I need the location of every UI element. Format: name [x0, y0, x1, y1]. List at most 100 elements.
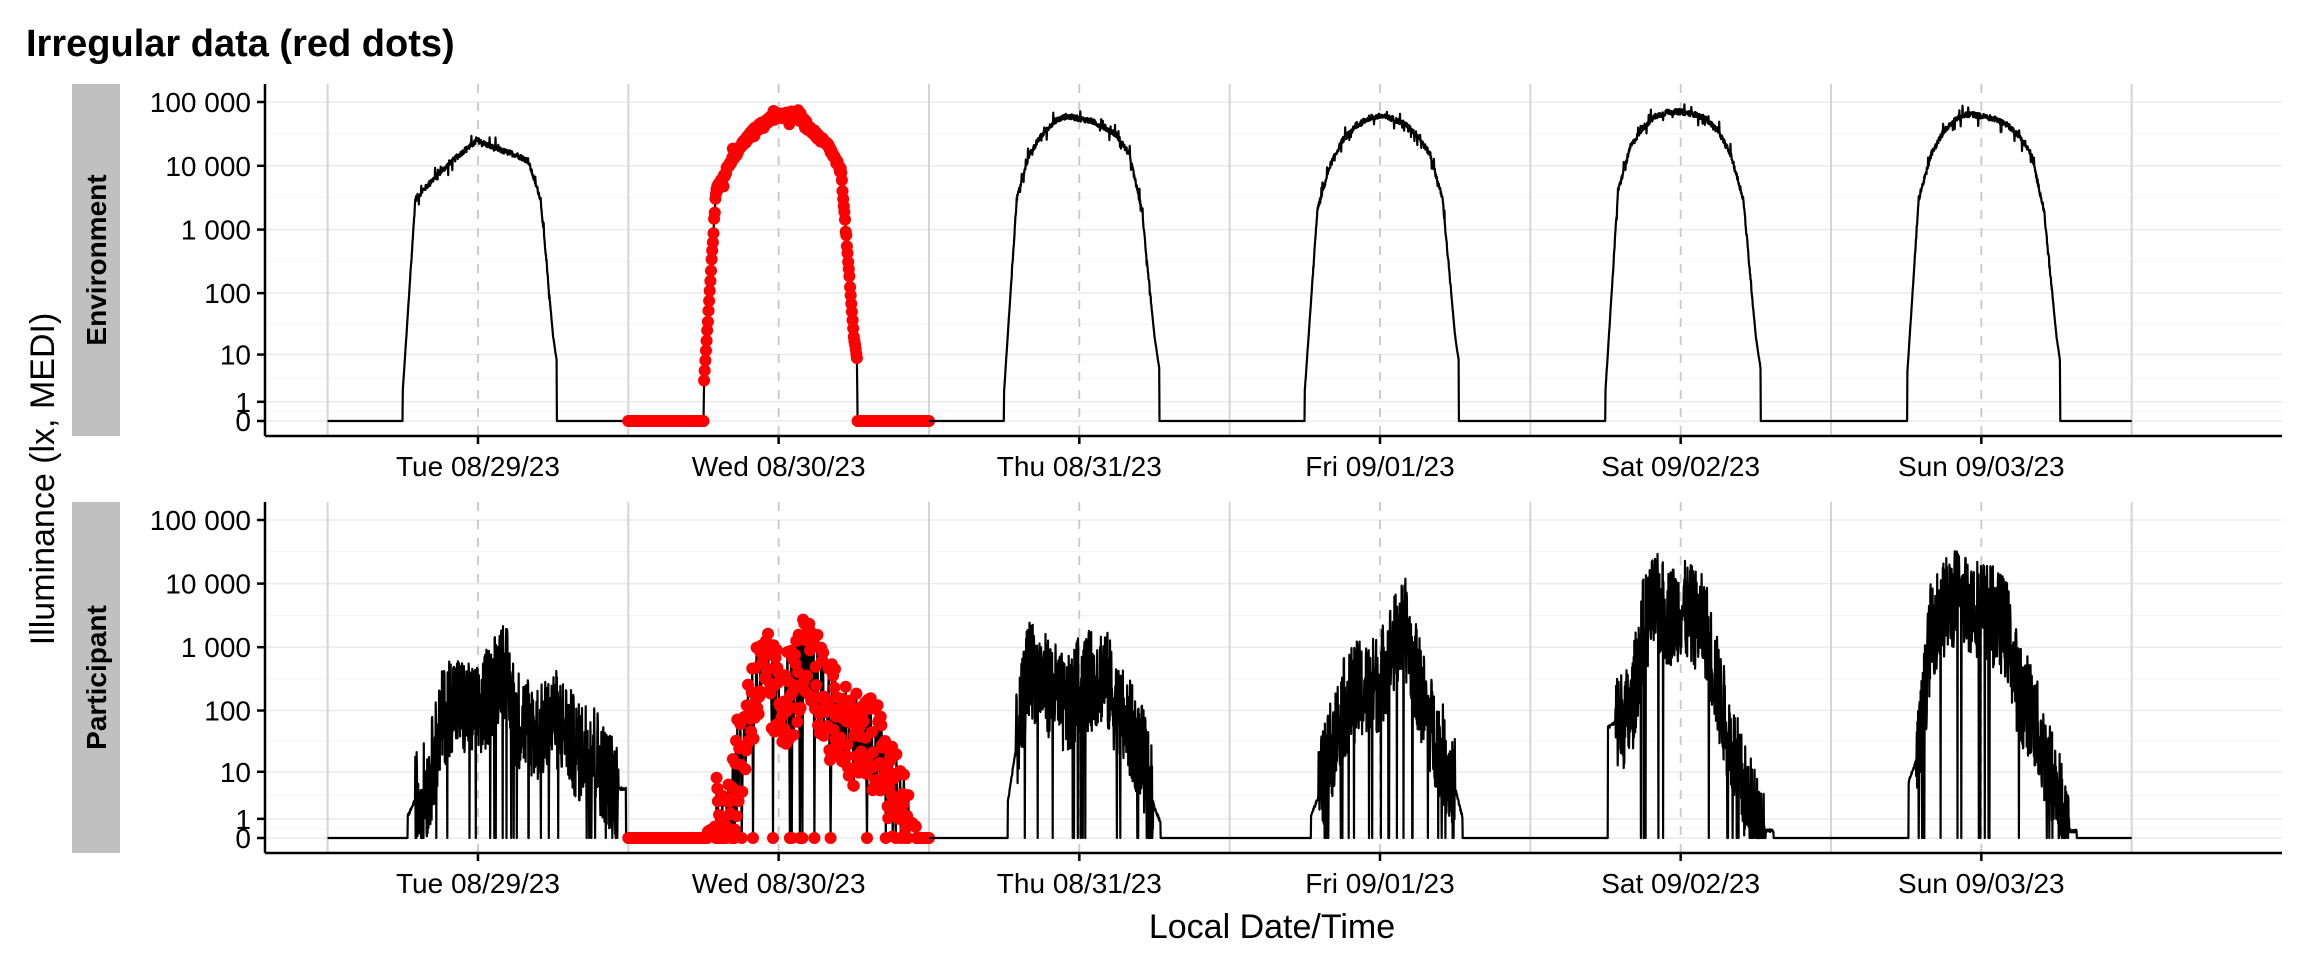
series-line-09-01-23	[1228, 110, 1532, 423]
y-tick-label: 100 000	[150, 505, 251, 536]
irregular-data-point	[817, 729, 830, 742]
irregular-data-point	[796, 832, 809, 844]
irregular-data-point	[703, 294, 716, 307]
irregular-data-point	[828, 681, 841, 694]
series-line-09-03-23	[1830, 550, 2133, 840]
irregular-data-point	[739, 763, 752, 776]
irregular-data-point	[897, 768, 910, 781]
y-tick-label: 0	[235, 823, 251, 854]
irregular-data-point	[787, 728, 800, 741]
y-tick-label: 10	[220, 340, 251, 371]
irregular-data-point	[824, 832, 837, 844]
irregular-data-point	[867, 746, 880, 759]
series-line-08-29-23	[326, 134, 630, 423]
irregular-data-point	[843, 270, 856, 283]
irregular-data-point	[897, 798, 910, 811]
y-tick-label: 10 000	[165, 569, 251, 600]
irregular-data-point	[800, 669, 813, 682]
irregular-data-point	[717, 180, 730, 193]
irregular-data-point	[875, 719, 888, 732]
irregular-data-point	[704, 275, 717, 287]
irregular-data-point	[747, 732, 760, 745]
irregular-data-point	[810, 679, 823, 692]
irregular-data-point	[710, 771, 723, 784]
irregular-data-point	[698, 374, 711, 387]
irregular-data-point	[730, 810, 743, 823]
irregular-data-point	[700, 334, 713, 347]
irregular-data-point	[703, 284, 716, 297]
irregular-data-point	[728, 823, 741, 836]
irregular-data-point	[842, 769, 855, 782]
irregular-data-point	[902, 789, 915, 802]
irregular-data-point	[808, 832, 821, 844]
x-tick-label: Tue 08/29/23	[396, 451, 560, 482]
irregular-data-point	[707, 227, 720, 240]
irregular-data-point	[732, 795, 745, 808]
x-tick-label: Fri 09/01/23	[1305, 451, 1454, 482]
irregular-data-point	[697, 415, 710, 427]
facets-layer: 0 1 10 100 1 000 10 000 100 000 Tue 08/29/23 Wed…	[72, 84, 2282, 899]
x-tick-label: Fri 09/01/23	[1305, 868, 1454, 899]
irregular-data-point	[839, 680, 852, 693]
series-line-08-29-23	[326, 625, 630, 840]
irregular-data-point	[901, 832, 914, 844]
irregular-data-point	[866, 726, 878, 738]
irregular-data-point	[701, 315, 714, 328]
facet-strip	[72, 84, 120, 436]
x-tick-label: Wed 08/30/23	[692, 451, 866, 482]
irregular-data-point	[736, 785, 749, 798]
y-tick-label: 1 000	[181, 632, 251, 663]
x-tick-label: Sun 09/03/23	[1898, 868, 2065, 899]
irregular-data-point	[747, 832, 759, 844]
irregular-data-point	[817, 646, 830, 659]
irregular-data-point	[788, 648, 801, 661]
irregular-data-point	[702, 304, 715, 317]
chart-title: Irregular data (red dots)	[26, 23, 455, 65]
irregular-data-point	[840, 750, 853, 763]
irregular-data-point	[705, 253, 718, 266]
y-tick-label: 10	[220, 757, 251, 788]
irregular-data-point	[794, 701, 807, 714]
irregular-data-point	[846, 713, 859, 725]
irregular-data-point	[871, 699, 884, 712]
series-line-09-01-23	[1228, 577, 1532, 840]
irregular-data-point	[811, 628, 824, 641]
irregular-data-point	[706, 236, 719, 249]
x-tick-label: Sat 09/02/23	[1601, 868, 1760, 899]
y-axis-title: Illuminance (lx, MEDI)	[24, 313, 62, 646]
x-tick-label: Sun 09/03/23	[1898, 451, 2065, 482]
irregular-data-point	[850, 687, 863, 700]
irregular-data-point	[705, 264, 717, 277]
irregular-data-point	[827, 723, 840, 736]
x-tick-label: Wed 08/30/23	[692, 868, 866, 899]
irregular-data-point	[861, 832, 873, 844]
x-tick-label: Thu 08/31/23	[997, 868, 1162, 899]
facet-panel-environment: 01 10 100 1 000 10 000 100 000 Tue 08/29/23 Wed…	[72, 84, 2282, 482]
irregular-data-point	[701, 324, 714, 337]
irregular-data-point	[847, 779, 860, 792]
irregular-data-point	[700, 344, 712, 357]
irregular-data-point	[770, 644, 783, 656]
irregular-data-point	[850, 352, 863, 364]
series-line-08-31-23	[928, 621, 1231, 840]
series-line-09-02-23	[1529, 103, 1832, 423]
series-line-09-02-23	[1529, 552, 1832, 840]
irregular-data-point	[791, 715, 804, 728]
irregular-data-point	[840, 229, 853, 242]
x-tick-label: Tue 08/29/23	[396, 868, 560, 899]
irregular-data-point	[699, 354, 712, 367]
irregular-data-point	[841, 738, 854, 751]
x-tick-label: Sat 09/02/23	[1601, 451, 1760, 482]
irregular-data-point	[735, 832, 748, 844]
y-tick-label: 1	[235, 387, 251, 418]
y-tick-label: 1 000	[181, 215, 251, 246]
irregular-data-point	[841, 247, 854, 260]
y-tick-label: 100 000	[150, 87, 251, 118]
series-line-08-31-23	[928, 110, 1231, 423]
y-tick-label: 100	[204, 278, 251, 309]
irregular-data-point	[698, 364, 711, 377]
irregular-data-point	[829, 663, 841, 676]
irregular-data-point	[762, 662, 775, 675]
